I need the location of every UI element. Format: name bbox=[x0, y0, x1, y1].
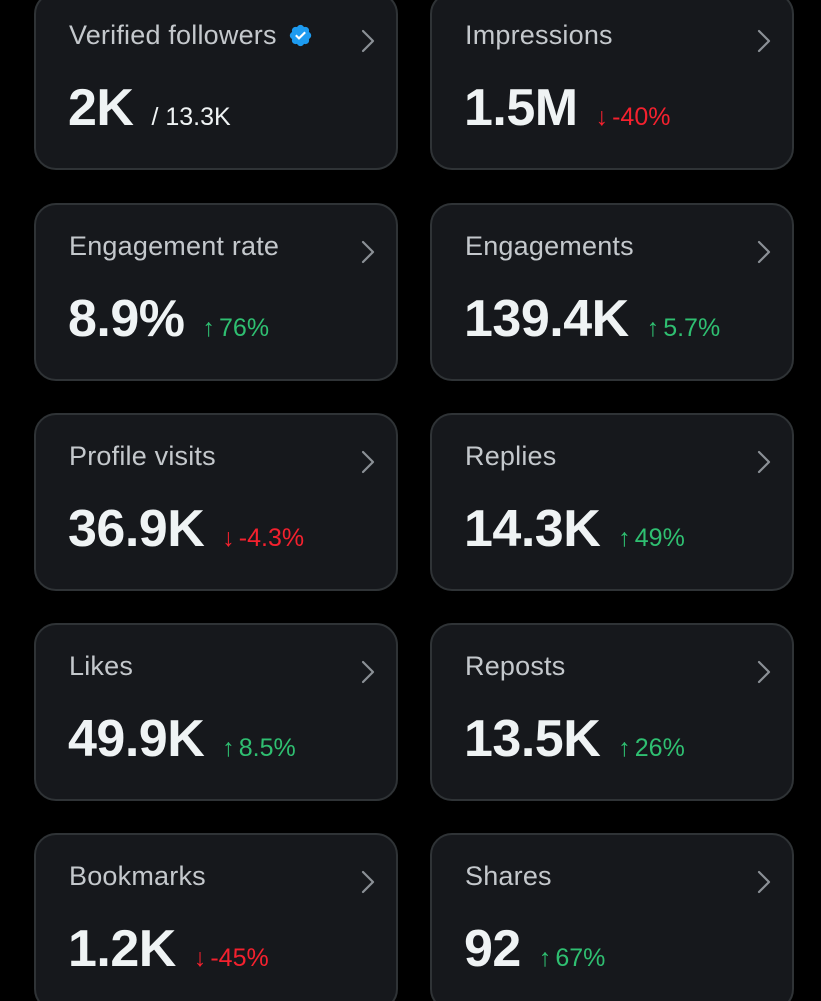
metric-value: 8.9% bbox=[68, 290, 185, 348]
metric-delta-value: 49% bbox=[634, 524, 685, 552]
metric-delta: ↑ 5.7% bbox=[647, 314, 720, 343]
metric-label: Engagement rate bbox=[69, 231, 280, 261]
metric-label: Bookmarks bbox=[69, 861, 206, 891]
arrow-down-icon: ↓ bbox=[595, 103, 609, 131]
chevron-right-icon bbox=[757, 870, 771, 894]
metric-total: / 13.3K bbox=[151, 103, 231, 131]
metric-label: Likes bbox=[69, 651, 134, 681]
chevron-right-icon bbox=[361, 870, 375, 894]
arrow-up-icon: ↑ bbox=[646, 314, 660, 342]
metric-label: Verified followers bbox=[69, 20, 277, 50]
arrow-up-icon: ↑ bbox=[538, 944, 552, 972]
metric-value-row: 1.2K ↓ -45% bbox=[68, 919, 269, 979]
metric-delta-value: -45% bbox=[210, 944, 269, 972]
metric-delta: ↓ -40% bbox=[596, 103, 671, 132]
metric-label: Reposts bbox=[465, 651, 566, 681]
verified-badge-icon bbox=[289, 24, 311, 47]
metric-label: Shares bbox=[465, 861, 552, 891]
metric-value: 92 bbox=[464, 920, 521, 978]
chevron-right-icon bbox=[757, 29, 771, 53]
metric-value-row: 14.3K ↑ 49% bbox=[464, 499, 685, 559]
metric-card-likes[interactable]: Likes 49.9K ↑ 8.5% bbox=[34, 623, 398, 801]
arrow-up-icon: ↑ bbox=[202, 314, 216, 342]
metric-card-impressions[interactable]: Impressions 1.5M ↓ -40% bbox=[430, 0, 794, 170]
metric-delta-value: 26% bbox=[634, 734, 685, 762]
metric-delta: ↑ 67% bbox=[539, 944, 606, 973]
metric-delta-value: 5.7% bbox=[663, 314, 721, 342]
metric-card-bookmarks[interactable]: Bookmarks 1.2K ↓ -45% bbox=[34, 833, 398, 1001]
metric-card-shares[interactable]: Shares 92 ↑ 67% bbox=[430, 833, 794, 1001]
arrow-up-icon: ↑ bbox=[222, 734, 235, 762]
metric-delta: ↓ -45% bbox=[194, 944, 269, 973]
metric-delta: ↓ -4.3% bbox=[222, 524, 304, 553]
metric-label: Engagements bbox=[465, 231, 634, 261]
metric-value: 13.5K bbox=[464, 710, 601, 768]
metric-value-row: 139.4K ↑ 5.7% bbox=[464, 289, 720, 349]
metric-card-reposts[interactable]: Reposts 13.5K ↑ 26% bbox=[430, 623, 794, 801]
metric-value-row: 36.9K ↓ -4.3% bbox=[68, 499, 304, 559]
metric-delta-value: 67% bbox=[555, 944, 606, 972]
chevron-right-icon bbox=[757, 240, 771, 264]
chevron-right-icon bbox=[757, 660, 771, 684]
chevron-right-icon bbox=[361, 660, 375, 684]
metric-label: Profile visits bbox=[69, 441, 216, 471]
metric-delta-value: -40% bbox=[612, 103, 671, 131]
chevron-right-icon bbox=[757, 450, 771, 474]
metric-delta-value: 8.5% bbox=[238, 734, 296, 762]
arrow-down-icon: ↓ bbox=[193, 944, 207, 972]
metric-card-verified-followers[interactable]: Verified followers 2K / 13.3K bbox=[34, 0, 398, 170]
metric-value-row: 8.9% ↑ 76% bbox=[68, 289, 269, 349]
metric-value-row: 49.9K ↑ 8.5% bbox=[68, 709, 296, 769]
metric-label: Impressions bbox=[465, 20, 613, 50]
metric-value-row: 1.5M ↓ -40% bbox=[464, 78, 670, 138]
metric-card-replies[interactable]: Replies 14.3K ↑ 49% bbox=[430, 413, 794, 591]
metric-value: 14.3K bbox=[464, 500, 601, 558]
metric-card-engagements[interactable]: Engagements 139.4K ↑ 5.7% bbox=[430, 203, 794, 381]
metric-delta-value: -4.3% bbox=[238, 524, 305, 552]
metric-value: 49.9K bbox=[68, 710, 205, 768]
arrow-up-icon: ↑ bbox=[618, 734, 631, 762]
chevron-right-icon bbox=[361, 450, 375, 474]
metric-value-row: 2K / 13.3K bbox=[68, 78, 231, 138]
chevron-right-icon bbox=[361, 240, 375, 264]
metric-delta: ↑ 49% bbox=[618, 524, 685, 553]
arrow-down-icon: ↓ bbox=[222, 524, 235, 552]
metric-value-row: 13.5K ↑ 26% bbox=[464, 709, 685, 769]
metric-card-engagement-rate[interactable]: Engagement rate 8.9% ↑ 76% bbox=[34, 203, 398, 381]
metric-value: 1.5M bbox=[464, 79, 578, 137]
metric-value: 1.2K bbox=[68, 920, 176, 978]
metric-card-profile-visits[interactable]: Profile visits 36.9K ↓ -4.3% bbox=[34, 413, 398, 591]
metric-label: Replies bbox=[465, 441, 557, 471]
metric-value: 139.4K bbox=[464, 290, 629, 348]
metric-value: 2K bbox=[68, 79, 134, 137]
metric-delta: ↑ 26% bbox=[618, 734, 685, 763]
arrow-up-icon: ↑ bbox=[618, 524, 631, 552]
metric-value-row: 92 ↑ 67% bbox=[464, 919, 605, 979]
metric-delta-value: 76% bbox=[219, 314, 270, 342]
metric-value: 36.9K bbox=[68, 500, 205, 558]
metric-delta: ↑ 8.5% bbox=[222, 734, 295, 763]
metric-delta: ↑ 76% bbox=[203, 314, 270, 343]
chevron-right-icon bbox=[361, 29, 375, 53]
